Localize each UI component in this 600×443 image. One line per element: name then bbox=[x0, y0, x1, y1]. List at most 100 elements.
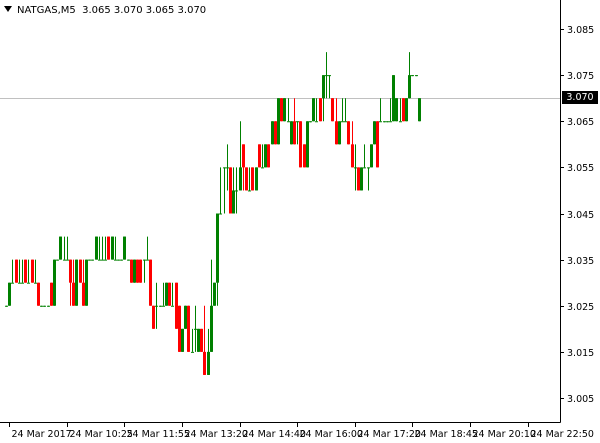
candle-body bbox=[95, 236, 98, 260]
candle-body bbox=[72, 282, 75, 306]
candle-body bbox=[191, 351, 194, 353]
candle-body bbox=[287, 121, 290, 123]
candle-body bbox=[219, 213, 222, 215]
candle-body bbox=[232, 190, 235, 214]
candle-body bbox=[34, 282, 37, 284]
candle-body bbox=[5, 305, 8, 307]
candle-body bbox=[338, 121, 341, 145]
candle-body bbox=[392, 75, 395, 122]
y-tick-label: 3.065 bbox=[567, 117, 594, 128]
candle-body bbox=[229, 167, 232, 214]
x-tick-label: 24 Mar 2017 bbox=[12, 429, 72, 440]
candle-body bbox=[123, 236, 126, 260]
y-tick-label: 3.055 bbox=[567, 163, 594, 174]
y-tick-label: 3.075 bbox=[567, 71, 594, 82]
x-tick-label: 24 Mar 18:45 bbox=[415, 429, 478, 440]
candle-body bbox=[411, 75, 414, 77]
candle-body bbox=[293, 121, 296, 145]
candle-body bbox=[303, 144, 306, 168]
candle-body bbox=[107, 236, 110, 260]
candle-body bbox=[178, 305, 181, 352]
candle-body bbox=[258, 144, 261, 168]
candle-body bbox=[242, 144, 245, 168]
candle-body bbox=[101, 259, 104, 261]
candle-body bbox=[149, 259, 152, 306]
candle-body bbox=[331, 98, 334, 122]
candle-body bbox=[379, 121, 382, 123]
candle-body bbox=[31, 259, 34, 283]
candle-body bbox=[15, 259, 18, 283]
candle-body bbox=[159, 305, 162, 307]
candle-body bbox=[184, 305, 187, 329]
x-tick-label: 24 Mar 10:25 bbox=[70, 429, 133, 440]
candle-body bbox=[235, 190, 238, 192]
triangle-down-icon[interactable] bbox=[4, 6, 12, 12]
candle-body bbox=[402, 98, 405, 122]
candle-body bbox=[98, 259, 101, 261]
candle-body bbox=[21, 282, 24, 284]
candle-body bbox=[43, 305, 46, 307]
candle-body bbox=[309, 121, 312, 123]
candle-body bbox=[11, 282, 14, 284]
y-tick-label: 3.005 bbox=[567, 394, 594, 405]
candle-body bbox=[175, 282, 178, 329]
candle-body bbox=[226, 167, 229, 169]
candle-body bbox=[322, 75, 325, 99]
candle-body bbox=[255, 167, 258, 191]
candle-body bbox=[251, 167, 254, 191]
candle-body bbox=[171, 305, 174, 307]
candle-body bbox=[207, 351, 210, 375]
candle-body bbox=[53, 259, 56, 306]
candle-body bbox=[399, 121, 402, 123]
chart-title: NATGAS,M5 3.065 3.070 3.065 3.070 bbox=[4, 4, 206, 18]
candle-body bbox=[91, 259, 94, 261]
candle-body bbox=[248, 190, 251, 192]
candle-body bbox=[408, 75, 411, 99]
candle-body bbox=[325, 75, 328, 77]
candle-body bbox=[335, 121, 338, 145]
candle-body bbox=[136, 259, 139, 283]
candle-body bbox=[59, 236, 62, 260]
symbol-timeframe: NATGAS,M5 bbox=[17, 5, 76, 16]
x-tick-label: 24 Mar 11:55 bbox=[127, 429, 190, 440]
candle-body bbox=[82, 282, 85, 306]
candle-body bbox=[283, 98, 286, 122]
candle-body bbox=[37, 282, 40, 306]
candle-body bbox=[296, 121, 299, 123]
candle-body bbox=[117, 259, 120, 261]
candle-body bbox=[213, 282, 216, 306]
candle-body bbox=[181, 328, 184, 352]
candle-body bbox=[66, 259, 69, 261]
candle-body bbox=[341, 121, 344, 123]
candle-body bbox=[290, 121, 293, 145]
candle-body bbox=[386, 121, 389, 123]
candle-body bbox=[155, 305, 158, 307]
candle-body bbox=[267, 144, 270, 168]
candle-body bbox=[200, 328, 203, 352]
candle-body bbox=[111, 236, 114, 260]
candle-body bbox=[130, 259, 133, 283]
candle-body bbox=[239, 167, 242, 191]
candle-body bbox=[114, 259, 117, 261]
candle-body bbox=[197, 328, 200, 352]
candle-body bbox=[104, 259, 107, 261]
candle-body bbox=[357, 167, 360, 191]
y-tick-label: 3.025 bbox=[567, 302, 594, 313]
candle-body bbox=[415, 75, 418, 77]
candle-body bbox=[187, 305, 190, 352]
candle-body bbox=[280, 98, 283, 122]
x-tick-label: 24 Mar 22:50 bbox=[531, 429, 594, 440]
candle-body bbox=[312, 98, 315, 122]
candle-body bbox=[127, 259, 130, 261]
current-price-tag: 3.070 bbox=[562, 91, 598, 104]
candle-body bbox=[373, 121, 376, 145]
candle-body bbox=[63, 259, 66, 261]
candle-body bbox=[168, 282, 171, 306]
candle-body bbox=[165, 282, 168, 306]
candle-body bbox=[264, 144, 267, 168]
candle-body bbox=[418, 98, 421, 122]
candle-body bbox=[162, 305, 165, 307]
x-tick-label: 24 Mar 16:00 bbox=[300, 429, 363, 440]
